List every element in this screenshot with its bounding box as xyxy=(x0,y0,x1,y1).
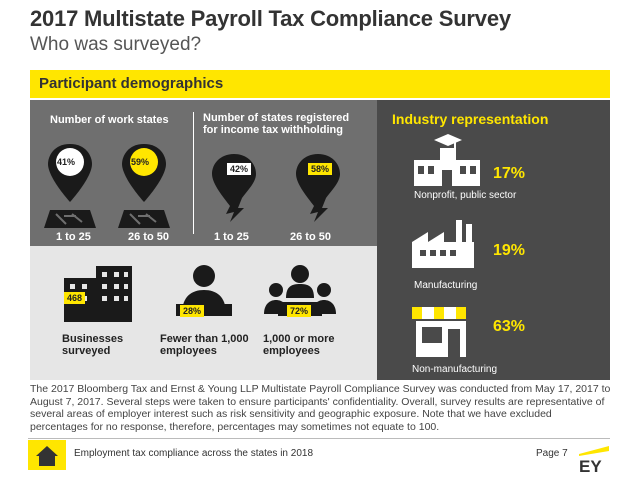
businesses-count: 468 xyxy=(64,292,86,304)
industry-nonmanufacturing-pct: 63% xyxy=(493,318,526,335)
work-states-title: Number of work states xyxy=(50,114,169,126)
footer-divider xyxy=(28,438,610,439)
ey-logo: EY xyxy=(575,444,611,479)
industry-nonprofit-label: Nonprofit, public sector xyxy=(414,190,517,201)
footer-text: Employment tax compliance across the sta… xyxy=(74,448,314,459)
industry-manufacturing-pct: 19% xyxy=(493,242,526,259)
page-title: 2017 Multistate Payroll Tax Compliance S… xyxy=(30,6,511,31)
businesses-label: Businesses surveyed xyxy=(62,333,124,357)
page-subtitle: Who was surveyed? xyxy=(30,34,202,55)
industry-manufacturing-label: Manufacturing xyxy=(414,280,478,291)
page-number: Page 7 xyxy=(536,448,568,459)
home-icon xyxy=(36,446,58,466)
ey-logo-mark: EY xyxy=(579,446,609,476)
industry-nonprofit-pct: 17% xyxy=(493,165,526,182)
section-banner-label: Participant demographics xyxy=(39,75,224,92)
panel-divider xyxy=(193,112,194,234)
work-states-left-pct: 41% xyxy=(57,157,76,167)
ey-logo-text: EY xyxy=(579,457,602,474)
factory-icon xyxy=(412,220,474,268)
survey-description: The 2017 Bloomberg Tax and Ernst & Young… xyxy=(30,383,611,433)
work-states-right-pct: 59% xyxy=(131,157,150,167)
work-states-left-label: 1 to 25 xyxy=(56,231,91,243)
industry-nonmanufacturing-label: Non-manufacturing xyxy=(412,364,498,375)
section-banner: Participant demographics xyxy=(30,70,610,98)
broken-pin-icons xyxy=(212,154,340,222)
registered-states-left-label: 1 to 25 xyxy=(214,231,249,243)
school-building-icon xyxy=(414,134,480,186)
small-business-pct: 28% xyxy=(180,305,205,317)
registered-states-right-label: 26 to 50 xyxy=(290,231,331,243)
work-states-right-label: 26 to 50 xyxy=(128,231,169,243)
registered-states-left-pct: 42% xyxy=(227,163,252,175)
registered-states-title: Number of states registered for income t… xyxy=(203,112,350,136)
home-button[interactable] xyxy=(28,440,66,470)
industry-title: Industry representation xyxy=(392,111,549,127)
map-pin-icons xyxy=(44,144,170,228)
registered-states-right-pct: 58% xyxy=(308,163,333,175)
large-business-label: 1,000 or more employees xyxy=(263,333,335,357)
storefront-icon xyxy=(412,307,466,357)
map-pin-icon-left xyxy=(44,144,96,228)
map-pin-icon-right xyxy=(118,144,170,228)
large-business-pct: 72% xyxy=(287,305,312,317)
small-business-label: Fewer than 1,000 employees xyxy=(160,333,249,357)
